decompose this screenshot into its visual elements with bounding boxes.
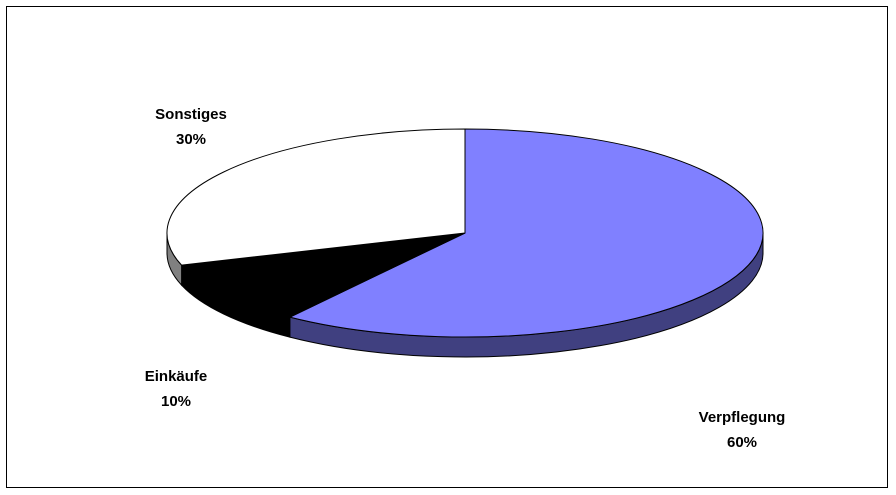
pie-slice-verpflegung [289, 128, 764, 338]
pie-slice-einkaeufe [181, 232, 466, 318]
pie-slice-sonstiges [166, 128, 466, 266]
slice-label-einkaeufe-name: Einkäufe [144, 368, 208, 385]
slice-label-verpflegung-value: 60% [726, 434, 758, 451]
pie-chart [166, 128, 764, 358]
slice-label-verpflegung-name: Verpflegung [698, 409, 786, 426]
slice-label-sonstiges-value: 30% [175, 131, 207, 148]
slice-label-einkaeufe-value: 10% [160, 393, 192, 410]
slice-label-verpflegung: Verpflegung 60% [699, 405, 786, 455]
slice-label-einkaeufe: Einkäufe 10% [145, 364, 208, 414]
chart-frame: Verpflegung 60% Einkäufe 10% Sonstiges 3… [6, 6, 888, 488]
slice-label-sonstiges: Sonstiges 30% [155, 102, 227, 152]
slice-label-sonstiges-name: Sonstiges [155, 106, 227, 123]
